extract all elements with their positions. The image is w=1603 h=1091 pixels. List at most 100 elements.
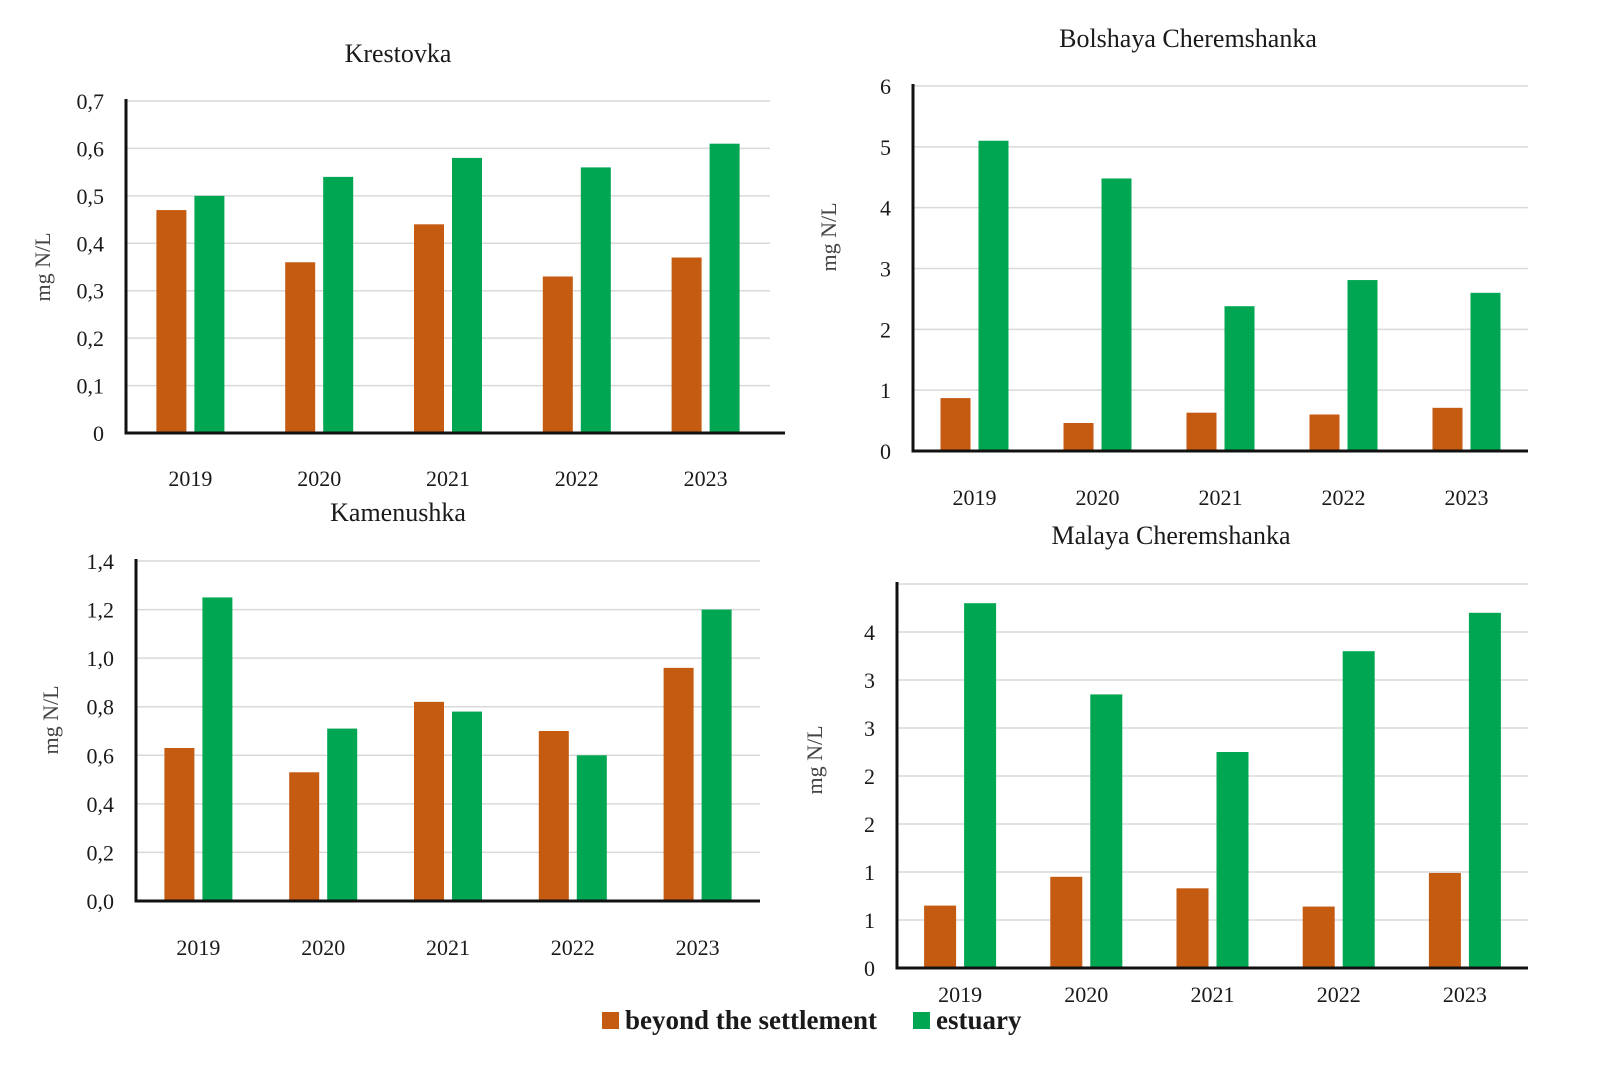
y-tick-label: 1 [880,378,891,403]
y-tick-label: 4 [864,620,875,645]
bar-estuary-2022 [580,167,611,433]
y-tick-label: 1 [864,860,875,885]
chart-title: Malaya Cheremshanka [1052,521,1291,550]
x-tick-label: 2021 [1191,982,1235,1007]
bar-beyond-2023 [1432,407,1463,451]
chart-panel-1: Bolshaya Cheremshanka 0 1 2 3 4 5 6 mg N/L 2019 20… [816,24,1528,510]
bar-beyond-2022 [1309,414,1340,451]
x-tick-label: 2019 [938,982,982,1007]
y-tick-label: 0,6 [87,743,115,768]
bar-beyond-2019 [164,748,195,901]
chart-title: Bolshaya Cheremshanka [1059,24,1317,53]
x-tick-label: 2020 [1076,485,1120,510]
bar-beyond-2020 [289,772,320,901]
legend-item-estuary: estuary [912,1005,1022,1036]
y-tick-label: 0,6 [77,136,105,161]
bar-estuary-2023 [1468,612,1501,968]
bar-estuary-2022 [576,755,607,901]
bar-beyond-2019 [924,905,957,968]
bar-estuary-2021 [452,157,482,433]
y-tick-label: 2 [864,812,875,837]
chart-panel-0: Krestovka 0 0,1 0,2 0,3 0,4 0,5 0,6 0,7 mg N/L 201… [30,39,785,491]
bar-beyond-2022 [1302,906,1335,968]
legend-label-beyond: beyond the settlement [625,1005,877,1035]
bar-estuary-2023 [709,143,740,433]
y-tick-label: 1,0 [87,646,115,671]
bar-estuary-2020 [327,728,358,901]
bar-beyond-2023 [671,257,702,433]
y-tick-label: 1,2 [87,598,115,623]
x-tick-label: 2020 [301,935,345,960]
bar-estuary-2023 [1470,292,1501,451]
chart-panel-2: Kamenushka 0,0 0,2 0,4 0,6 0,8 1,0 1,2 1,4 mg N/L… [38,498,760,960]
y-tick-label: 0,4 [87,792,115,817]
bar-beyond-2019 [156,210,187,433]
x-tick-label: 2023 [684,466,728,491]
x-tick-label: 2022 [551,935,595,960]
bar-estuary-2021 [1224,306,1255,451]
bar-estuary-2023 [701,609,732,901]
chart-title: Kamenushka [330,498,466,527]
y-axis-label: mg N/L [802,725,827,794]
x-tick-label: 2023 [1445,485,1489,510]
bar-estuary-2019 [964,603,997,968]
y-tick-label: 2 [880,317,891,342]
y-tick-label: 1 [864,908,875,933]
y-tick-label: 3 [864,716,875,741]
y-tick-label: 2 [864,764,875,789]
x-tick-label: 2021 [426,466,470,491]
y-tick-label: 4 [880,196,891,221]
x-tick-label: 2020 [1064,982,1108,1007]
y-tick-label: 0 [93,421,104,446]
y-axis-label: mg N/L [38,685,63,754]
bar-beyond-2021 [414,701,444,901]
y-tick-label: 0,2 [77,326,105,351]
y-tick-label: 3 [880,257,891,282]
bar-beyond-2022 [538,731,569,901]
y-tick-label: 3 [864,668,875,693]
x-tick-label: 2023 [676,935,720,960]
legend-swatch-estuary [912,1012,930,1029]
bar-estuary-2022 [1342,651,1375,968]
x-tick-label: 2019 [953,485,997,510]
bar-beyond-2021 [414,224,444,433]
bar-beyond-2023 [1428,872,1461,968]
bar-estuary-2022 [1347,280,1378,451]
bar-beyond-2019 [940,398,971,451]
bar-beyond-2021 [1176,888,1209,968]
x-tick-label: 2022 [555,466,599,491]
x-tick-label: 2021 [426,935,470,960]
y-tick-label: 1,4 [87,549,115,574]
x-tick-label: 2021 [1199,485,1243,510]
chart-title: Krestovka [345,39,452,68]
bar-estuary-2019 [194,195,225,433]
y-tick-label: 0,0 [87,889,115,914]
y-tick-label: 0,8 [87,695,115,720]
y-tick-label: 0,3 [77,279,105,304]
legend-label-estuary: estuary [935,1005,1022,1035]
bar-estuary-2021 [1216,752,1249,968]
bar-beyond-2021 [1186,412,1217,451]
bar-estuary-2020 [323,176,354,433]
bar-estuary-2020 [1090,694,1123,968]
bar-estuary-2019 [202,597,233,901]
bar-estuary-2019 [978,140,1009,451]
bar-beyond-2020 [1050,876,1083,968]
y-tick-label: 0 [864,956,875,981]
x-tick-label: 2023 [1443,982,1487,1007]
x-tick-label: 2022 [1317,982,1361,1007]
y-tick-label: 6 [880,74,891,99]
y-axis-label: mg N/L [30,232,55,301]
x-tick-label: 2020 [297,466,341,491]
y-tick-label: 0,2 [87,840,115,865]
y-tick-label: 0,4 [77,231,105,256]
legend-swatch-beyond [602,1012,619,1029]
y-tick-label: 0,1 [77,374,105,399]
bar-beyond-2022 [542,276,573,433]
y-axis-label: mg N/L [816,202,841,271]
y-tick-label: 0,7 [77,89,105,114]
legend: beyond the settlement estuary [602,1005,1057,1036]
bar-beyond-2020 [285,262,316,433]
y-tick-label: 0 [880,439,891,464]
